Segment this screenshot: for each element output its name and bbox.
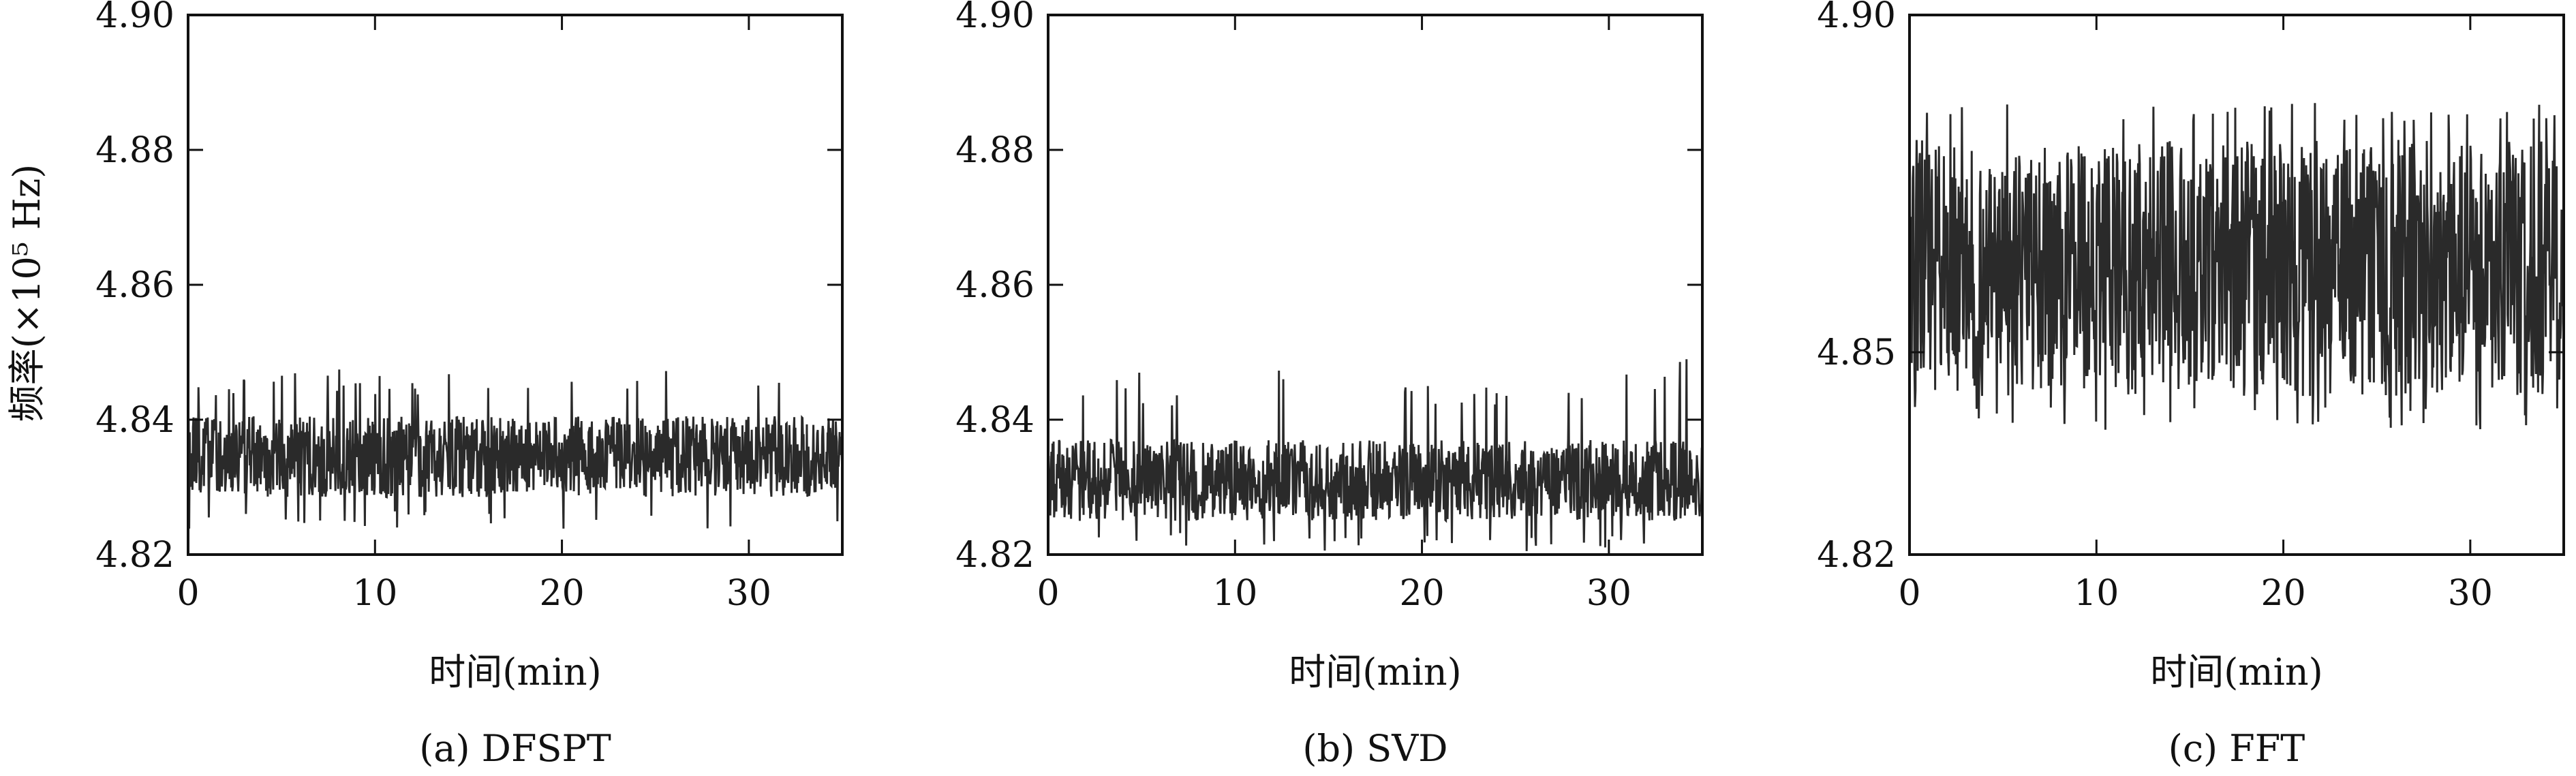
fft-trace: [1908, 103, 2565, 430]
svd-y-tick-label: 4.88: [955, 130, 1034, 171]
dfspt-caption: (a) DFSPT: [419, 727, 611, 770]
fft-x-tick-label: 30: [2448, 573, 2493, 614]
fft-series-line: [1908, 103, 2565, 430]
fft-y-tick-label: 4.90: [1817, 0, 1896, 36]
svd-series-line: [1047, 359, 1704, 551]
dfspt-y-tick-label: 4.86: [95, 265, 174, 306]
svd-y-tick-label: 4.82: [955, 535, 1034, 576]
dfspt-trace: [187, 369, 844, 529]
fft-caption: (c) FFT: [2168, 727, 2305, 770]
dfspt-x-ticks: 0 10 20 30: [177, 15, 771, 614]
svd-x-tick-label: 10: [1212, 573, 1257, 614]
dfspt-y-tick-label: 4.88: [95, 130, 174, 171]
svd-caption: (b) SVD: [1302, 727, 1447, 770]
svd-trace: [1047, 359, 1704, 551]
dfspt-x-tick-label: 10: [352, 573, 397, 614]
dfspt-series-line: [187, 369, 844, 529]
svd-x-tick-label: 20: [1399, 573, 1444, 614]
fft-x-tick-label: 10: [2074, 573, 2119, 614]
panel-dfspt: 0 10 20 30 4.82 4.84 4.86 4.88 4.90 时间(min) (a)…: [95, 0, 844, 770]
dfspt-y-tick-label: 4.84: [95, 400, 174, 441]
y-axis-title: 频率(×10⁵ Hz): [5, 164, 48, 422]
svd-y-tick-label: 4.84: [955, 400, 1034, 441]
svd-y-ticks: 4.82 4.84 4.86 4.88 4.90: [955, 0, 1702, 576]
fft-plot-frame: [1908, 14, 2565, 556]
fft-x-tick-label: 0: [1898, 573, 1920, 614]
fft-x-ticks: 0 10 20 30: [1898, 15, 2493, 614]
dfspt-y-tick-label: 4.90: [95, 0, 174, 36]
svd-x-tick-label: 30: [1586, 573, 1631, 614]
fft-y-tick-label: 4.85: [1817, 332, 1896, 373]
dfspt-y-ticks: 4.82 4.84 4.86 4.88 4.90: [95, 0, 842, 576]
panel-svd: 0 10 20 30 4.82 4.84 4.86 4.88 4.90 时间(min) (b)…: [955, 0, 1704, 770]
fft-x-axis-title: 时间(min): [2150, 651, 2322, 694]
fft-y-ticks: 4.82 4.85 4.90: [1817, 0, 2564, 576]
dfspt-y-tick-label: 4.82: [95, 535, 174, 576]
dfspt-x-tick-label: 30: [726, 573, 771, 614]
svd-x-ticks: 0 10 20 30: [1037, 15, 1631, 614]
dfspt-x-tick-label: 20: [539, 573, 584, 614]
fft-y-tick-label: 4.82: [1817, 535, 1896, 576]
svd-y-tick-label: 4.90: [955, 0, 1034, 36]
dfspt-x-tick-label: 0: [177, 573, 199, 614]
panel-fft: 0 10 20 30 4.82 4.85 4.90 时间(min) (c) FFT: [1817, 0, 2565, 770]
svd-x-tick-label: 0: [1037, 573, 1059, 614]
svd-x-axis-title: 时间(min): [1289, 651, 1461, 694]
fft-x-tick-label: 20: [2260, 573, 2305, 614]
svd-y-tick-label: 4.86: [955, 265, 1034, 306]
dfspt-x-axis-title: 时间(min): [429, 651, 601, 694]
